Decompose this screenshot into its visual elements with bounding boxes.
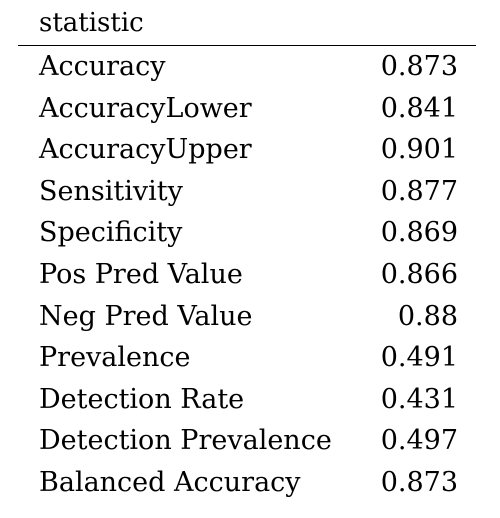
header-statistic: statistic bbox=[39, 6, 144, 40]
row-value: 0.873 bbox=[381, 466, 458, 500]
table-row: AccuracyLower 0.841 bbox=[18, 89, 476, 131]
row-value: 0.873 bbox=[381, 50, 458, 84]
row-value: 0.491 bbox=[381, 341, 458, 375]
row-value: 0.901 bbox=[381, 133, 458, 167]
table-body: Accuracy 0.873 AccuracyLower 0.841 Accur… bbox=[18, 47, 476, 505]
row-statistic: Sensitivity bbox=[39, 175, 183, 209]
row-value: 0.866 bbox=[381, 258, 458, 292]
table-row: Pos Pred Value 0.866 bbox=[18, 255, 476, 297]
table-row: Specificity 0.869 bbox=[18, 213, 476, 255]
row-statistic: Specificity bbox=[39, 216, 182, 250]
table-row: Accuracy 0.873 bbox=[18, 47, 476, 89]
row-statistic: Prevalence bbox=[39, 341, 191, 375]
row-value: 0.841 bbox=[381, 92, 458, 126]
table-row: AccuracyUpper 0.901 bbox=[18, 130, 476, 172]
row-value: 0.497 bbox=[381, 424, 458, 458]
row-value: 0.431 bbox=[381, 383, 458, 417]
row-statistic: Detection Rate bbox=[39, 383, 244, 417]
table-header: statistic bbox=[18, 0, 476, 46]
row-value: 0.877 bbox=[381, 175, 458, 209]
row-statistic: Detection Prevalence bbox=[39, 424, 332, 458]
row-statistic: Accuracy bbox=[39, 50, 166, 84]
header-rule bbox=[18, 45, 476, 46]
row-value: 0.88 bbox=[398, 300, 458, 334]
row-statistic: AccuracyLower bbox=[39, 92, 252, 126]
row-statistic: Pos Pred Value bbox=[39, 258, 243, 292]
table-row: Balanced Accuracy 0.873 bbox=[18, 463, 476, 505]
table-row: Detection Rate 0.431 bbox=[18, 380, 476, 422]
row-value: 0.869 bbox=[381, 216, 458, 250]
row-statistic: AccuracyUpper bbox=[39, 133, 252, 167]
table-row: Prevalence 0.491 bbox=[18, 338, 476, 380]
table-row: Neg Pred Value 0.88 bbox=[18, 297, 476, 339]
table-row: Sensitivity 0.877 bbox=[18, 172, 476, 214]
row-statistic: Neg Pred Value bbox=[39, 300, 253, 334]
row-statistic: Balanced Accuracy bbox=[39, 466, 301, 500]
table-row: Detection Prevalence 0.497 bbox=[18, 421, 476, 463]
